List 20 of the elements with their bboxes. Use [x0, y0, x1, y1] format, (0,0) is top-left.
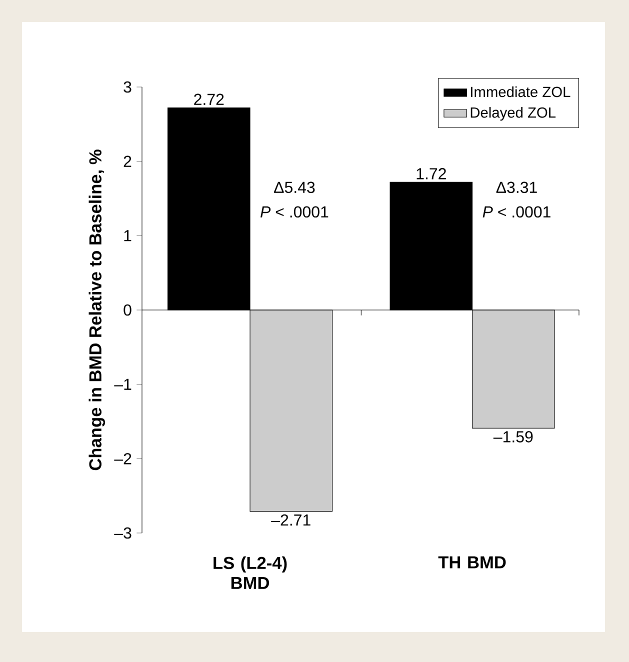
data-label: –2.71	[271, 514, 310, 526]
legend-label: Delayed ZOL	[470, 106, 556, 121]
annotation: Δ3.31	[496, 182, 537, 194]
annotation: P < .0001	[260, 206, 328, 218]
y-tick-label: 2	[124, 156, 132, 167]
y-tick-label: –2	[114, 453, 132, 464]
data-label: 1.72	[416, 168, 446, 180]
data-label: –1.59	[493, 431, 533, 442]
annotation: P < .0001	[482, 206, 550, 218]
x-tick-label: LS (L2-4) BMD	[214, 556, 287, 589]
y-tick-label: –3	[114, 527, 132, 539]
data-label: 2.72	[194, 94, 224, 105]
y-tick-label: 3	[124, 81, 132, 93]
legend-label: Immediate ZOL	[471, 86, 570, 98]
y-tick-label: –1	[114, 378, 132, 390]
y-tick-label: 0	[124, 304, 132, 316]
y-tick-label: 1	[124, 230, 132, 242]
annotation: Δ5.43	[274, 182, 315, 194]
x-tick-label: TH BMD	[438, 556, 506, 568]
y-axis-title: Change in BMD Relative to Baseline, %	[88, 150, 106, 470]
